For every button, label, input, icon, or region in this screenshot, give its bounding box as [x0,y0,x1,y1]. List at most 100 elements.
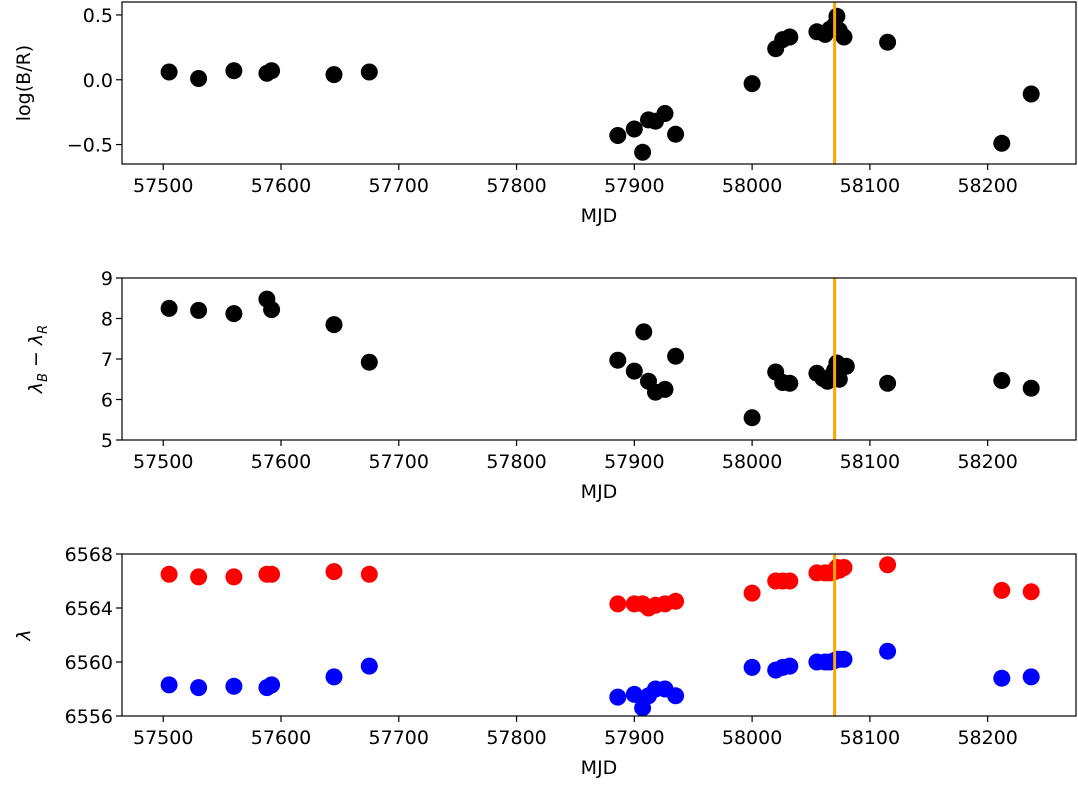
panel-3-xtick-label-2: 57600 [251,727,311,749]
panel-2-point-1-2 [190,301,208,319]
panel-2-point-1-28 [879,374,897,392]
panel-3-point-2-6 [325,668,343,686]
panel-1-point-1-18 [781,28,799,46]
panel-3-point-2-2 [190,679,208,697]
panel-3-point-2-7 [360,657,378,675]
panel-2-point-1-15 [743,409,761,427]
panel-3-xtick-label-3: 57700 [369,727,429,749]
panel-3-point-1-27 [993,581,1011,599]
panel-1-xtick-label-1: 57500 [133,175,193,197]
panel-3-xtick-label-6: 58000 [722,727,782,749]
panel-1-xtick-label-8: 58200 [957,175,1017,197]
panel-3-point-2-1 [160,676,178,694]
panel-3-point-1-15 [743,584,761,602]
panel-2-point-1-27 [837,357,855,375]
panel-2-ytick-label-3: 7 [101,349,113,371]
panel-3-point-1-26 [879,556,897,574]
panel-1-point-1-27 [993,134,1011,152]
panel-3-xtick-label-8: 58200 [957,727,1017,749]
panel-1-point-1-3 [225,62,243,80]
panel-2-ylabel: λB − λR [25,325,51,394]
panel-3-frame [121,553,1077,717]
panel-1-xtick-label-6: 58000 [722,175,782,197]
panel-3-point-1-5 [263,565,281,583]
panel-1-point-1-2 [190,70,208,87]
panel-1-point-1-5 [263,62,281,80]
panel-2-ytick-label-2: 6 [101,390,113,412]
panel-3-point-1-2 [190,568,208,586]
panel-2-point-1-3 [225,305,243,323]
panel-2-point-1-14 [667,347,685,365]
panel-1-point-1-10 [634,143,652,161]
panel-2-point-1-29 [993,372,1011,389]
panel-1-ytick-label-1: −0.5 [67,135,113,157]
panel-1-xtick-label-5: 57900 [604,175,664,197]
panel-3-point-2-9 [625,685,643,703]
panel-3-point-2-8 [609,688,627,706]
panel-2-xtick-label-7: 58100 [840,451,900,473]
panel-3-xtick-label-4: 57800 [486,727,546,749]
panel-3-point-1-8 [609,595,627,613]
panel-3-point-1-25 [835,559,853,576]
panel-3-ytick-label-2: 6560 [65,652,113,674]
panel-2-point-1-30 [1022,379,1040,397]
panel-3-xtick-label-7: 58100 [840,727,900,749]
panel-2-point-1-18 [781,374,799,392]
panel-2-point-1-8 [609,351,627,369]
panel-2-xlabel: MJD [581,481,618,503]
panel-2-xtick-label-5: 57900 [604,451,664,473]
panel-3-xlabel: MJD [581,757,618,779]
panel-1-frame [121,1,1077,165]
panel-2-xtick-label-6: 58000 [722,451,782,473]
panel-1-point-1-8 [609,127,627,144]
panel-2: 57500 57600 57700 57800 57900 58000 58100 58200… [25,268,1077,503]
panel-2-xtick-label-2: 57600 [251,451,311,473]
panel-3-point-2-14 [667,687,685,705]
panel-1-point-1-1 [160,63,178,81]
panel-2-xtick-label-8: 58200 [957,451,1017,473]
panel-3-ytick-label-1: 6556 [65,706,113,728]
panel-1-ylabel: log(B/R) [13,45,35,121]
panel-1-xtick-label-7: 58100 [840,175,900,197]
panel-1-ytick-label-2: 0.0 [83,70,113,92]
panel-3-point-2-25 [835,650,853,668]
panel-3-point-1-1 [160,565,178,583]
panel-1-point-1-7 [360,63,378,81]
panel-1-xtick-label-3: 57700 [369,175,429,197]
panel-2-ytick-label-5: 9 [101,268,113,290]
panel-3-point-1-3 [225,568,243,586]
panel-3-point-2-5 [263,676,281,694]
panel-3-point-2-15 [743,658,761,676]
panel-3-ytick-label-3: 6564 [65,598,113,620]
panel-1-point-1-15 [743,75,761,93]
panel-3-point-1-7 [360,565,378,583]
panel-3-xtick-label-5: 57900 [604,727,664,749]
panel-2-ytick-label-1: 5 [101,430,113,452]
panel-1-point-1-9 [625,120,643,138]
panel-2-xtick-label-1: 57500 [133,451,193,473]
panel-2-point-1-7 [360,353,378,371]
panel-2-point-1-6 [325,316,343,334]
panel-1-ytick-label-3: 0.5 [83,5,113,27]
panel-2-point-1-5 [263,301,281,319]
panel-3-point-2-3 [225,677,243,695]
panel-3-point-1-6 [325,563,343,581]
panel-1: 57500 57600 57700 57800 57900 58000 58100 58200… [13,1,1077,227]
panel-3-point-2-18 [781,657,799,675]
panel-3-point-2-28 [1022,668,1040,686]
panel-3-point-2-26 [879,642,897,660]
panel-3-point-1-14 [667,592,685,610]
panel-2-point-1-9 [625,362,643,380]
panel-2-point-1-13 [656,380,674,398]
panel-2-point-1-1 [160,299,178,317]
panel-1-point-1-25 [835,28,853,46]
panel-1-point-1-23 [828,7,846,25]
panel-3-point-1-28 [1022,583,1040,601]
panel-3-xtick-label-1: 57500 [133,727,193,749]
panel-1-point-1-14 [667,125,685,143]
panel-1-point-1-28 [1022,85,1040,103]
panel-1-point-1-26 [879,33,897,51]
panel-1-xlabel: MJD [581,205,618,227]
panel-3: 57500 57600 57700 57800 57900 58000 58100 58200… [13,544,1077,779]
